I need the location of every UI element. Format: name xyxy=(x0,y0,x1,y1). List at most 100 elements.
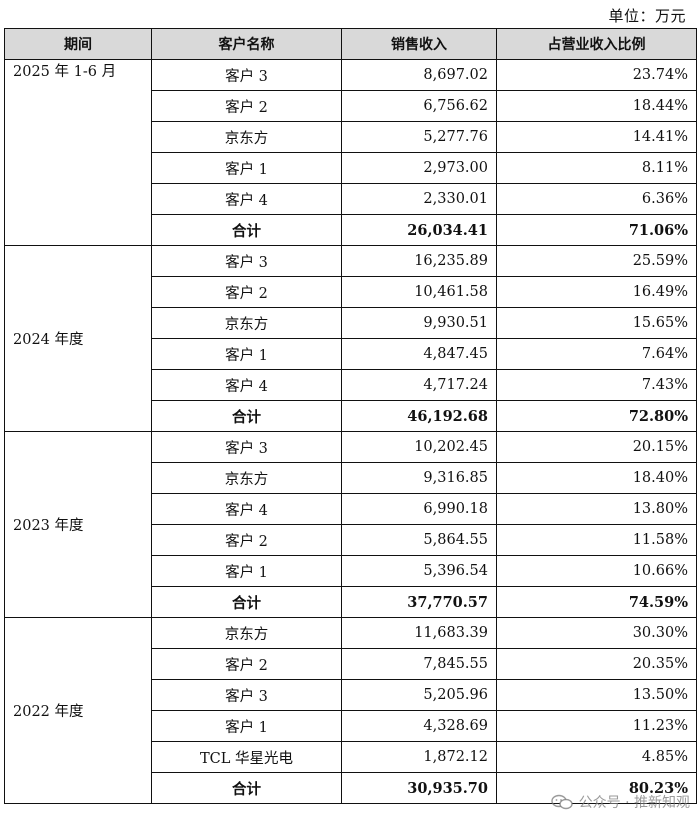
share-cell: 18.40% xyxy=(496,462,697,494)
customer-name-cell: 京东方 xyxy=(151,121,342,153)
unit-label: 单位：万元 xyxy=(608,7,686,25)
customer-name-cell: 客户 3 xyxy=(151,245,342,277)
revenue-cell: 5,205.96 xyxy=(341,679,497,711)
customer-name-cell: 京东方 xyxy=(151,462,342,494)
share-cell: 4.85% xyxy=(496,741,697,773)
share-cell: 13.50% xyxy=(496,679,697,711)
share-cell: 10.66% xyxy=(496,555,697,587)
revenue-cell: 6,756.62 xyxy=(341,90,497,122)
period-cell: 2025 年 1-6 月 xyxy=(4,59,152,246)
customer-name-cell: 客户 2 xyxy=(151,90,342,122)
total-row: 合计 30,935.70 80.23% xyxy=(5,772,697,804)
table-row: 2024 年度 客户 3 16,235.89 25.59% xyxy=(4,245,697,432)
table-header-row: 期间 客户名称 销售收入 占营业收入比例 xyxy=(4,28,697,60)
table-row: 京东方 5,277.76 14.41% xyxy=(5,121,697,153)
header-customer: 客户名称 xyxy=(151,28,342,60)
customer-name-cell: 客户 4 xyxy=(151,493,342,525)
customer-name-cell: TCL 华星光电 xyxy=(151,741,342,773)
customer-name-cell: 客户 2 xyxy=(151,648,342,680)
customer-name-cell: 京东方 xyxy=(151,617,342,649)
share-cell: 14.41% xyxy=(496,121,697,153)
customer-sales-table: 期间 客户名称 销售收入 占营业收入比例 2025 年 1-6 月客户 3 8,6… xyxy=(4,28,697,804)
revenue-cell: 4,717.24 xyxy=(341,369,497,401)
customer-name-cell: 客户 3 xyxy=(151,431,342,463)
customer-name-cell: 客户 1 xyxy=(151,338,342,370)
revenue-cell: 9,316.85 xyxy=(341,462,497,494)
revenue-cell: 11,683.39 xyxy=(341,617,497,649)
revenue-cell: 4,328.69 xyxy=(341,710,497,742)
customer-name-cell: 客户 1 xyxy=(151,152,342,184)
table-row: 客户 2 10,461.58 16.49% xyxy=(5,276,697,308)
revenue-cell: 4,847.45 xyxy=(341,338,497,370)
total-label-cell: 合计 xyxy=(151,772,342,804)
share-cell: 15.65% xyxy=(496,307,697,339)
total-revenue-cell: 37,770.57 xyxy=(341,586,497,618)
customer-name-cell: 客户 3 xyxy=(151,679,342,711)
total-revenue-cell: 46,192.68 xyxy=(341,400,497,432)
table-row: 客户 1 2,973.00 8.11% xyxy=(5,152,697,184)
table-row: 2023 年度 客户 3 10,202.45 20.15% xyxy=(4,431,697,618)
period-cell: 2022 年度 xyxy=(4,617,152,804)
share-cell: 18.44% xyxy=(496,90,697,122)
share-cell: 23.74% xyxy=(496,59,697,91)
revenue-cell: 2,330.01 xyxy=(341,183,497,215)
share-cell: 11.23% xyxy=(496,710,697,742)
customer-name-cell: 京东方 xyxy=(151,307,342,339)
table-row: 客户 4 4,717.24 7.43% xyxy=(5,369,697,401)
revenue-cell: 10,461.58 xyxy=(341,276,497,308)
revenue-cell: 16,235.89 xyxy=(341,245,497,277)
revenue-cell: 7,845.55 xyxy=(341,648,497,680)
table-row: 客户 3 5,205.96 13.50% xyxy=(5,679,697,711)
share-cell: 20.15% xyxy=(496,431,697,463)
table-row: 客户 1 4,328.69 11.23% xyxy=(5,710,697,742)
total-share-cell: 72.80% xyxy=(496,400,697,432)
share-cell: 25.59% xyxy=(496,245,697,277)
customer-name-cell: 客户 1 xyxy=(151,710,342,742)
table-row: 2025 年 1-6 月客户 3 8,697.02 23.74% xyxy=(4,59,697,246)
share-cell: 6.36% xyxy=(496,183,697,215)
total-label-cell: 合计 xyxy=(151,214,342,246)
revenue-cell: 10,202.45 xyxy=(341,431,497,463)
customer-name-cell: 客户 4 xyxy=(151,183,342,215)
total-label-cell: 合计 xyxy=(151,586,342,618)
period-cell: 2023 年度 xyxy=(4,431,152,618)
table-row: 客户 4 2,330.01 6.36% xyxy=(5,183,697,215)
share-cell: 11.58% xyxy=(496,524,697,556)
total-revenue-cell: 30,935.70 xyxy=(341,772,497,804)
customer-name-cell: 客户 2 xyxy=(151,276,342,308)
table-row: 京东方 9,316.85 18.40% xyxy=(5,462,697,494)
total-row: 合计 46,192.68 72.80% xyxy=(5,400,697,432)
total-row: 合计 26,034.41 71.06% xyxy=(5,214,697,246)
header-revenue: 销售收入 xyxy=(341,28,497,60)
revenue-cell: 2,973.00 xyxy=(341,152,497,184)
share-cell: 7.43% xyxy=(496,369,697,401)
customer-name-cell: 客户 3 xyxy=(151,59,342,91)
total-share-cell: 74.59% xyxy=(496,586,697,618)
total-revenue-cell: 26,034.41 xyxy=(341,214,497,246)
customer-name-cell: 客户 1 xyxy=(151,555,342,587)
table-row: 客户 2 6,756.62 18.44% xyxy=(5,90,697,122)
share-cell: 13.80% xyxy=(496,493,697,525)
revenue-cell: 5,277.76 xyxy=(341,121,497,153)
table-row: 京东方 9,930.51 15.65% xyxy=(5,307,697,339)
revenue-cell: 5,396.54 xyxy=(341,555,497,587)
share-cell: 20.35% xyxy=(496,648,697,680)
revenue-cell: 8,697.02 xyxy=(341,59,497,91)
customer-name-cell: 客户 4 xyxy=(151,369,342,401)
revenue-cell: 1,872.12 xyxy=(341,741,497,773)
revenue-cell: 9,930.51 xyxy=(341,307,497,339)
share-cell: 16.49% xyxy=(496,276,697,308)
total-row: 合计 37,770.57 74.59% xyxy=(5,586,697,618)
share-cell: 30.30% xyxy=(496,617,697,649)
total-label-cell: 合计 xyxy=(151,400,342,432)
total-share-cell: 80.23% xyxy=(496,772,697,804)
table-row: 客户 2 7,845.55 20.35% xyxy=(5,648,697,680)
table-row: TCL 华星光电 1,872.12 4.85% xyxy=(5,741,697,773)
customer-name-cell: 客户 2 xyxy=(151,524,342,556)
header-share: 占营业收入比例 xyxy=(496,28,697,60)
share-cell: 7.64% xyxy=(496,338,697,370)
revenue-cell: 6,990.18 xyxy=(341,493,497,525)
revenue-cell: 5,864.55 xyxy=(341,524,497,556)
table-row: 2022 年度 京东方 11,683.39 30.30% xyxy=(4,617,697,804)
header-period: 期间 xyxy=(4,28,152,60)
